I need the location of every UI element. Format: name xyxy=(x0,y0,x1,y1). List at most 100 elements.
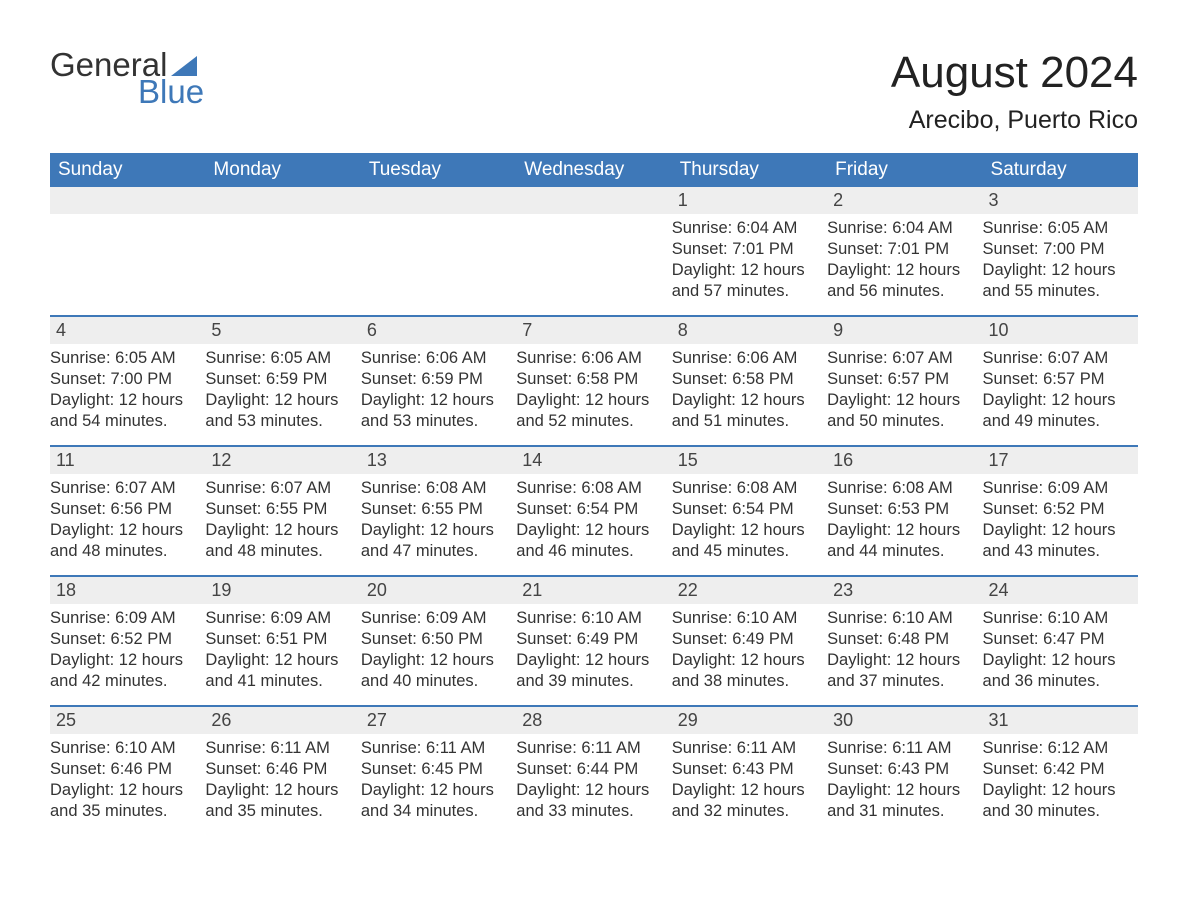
sunrise-line: Sunrise: 6:06 AM xyxy=(361,348,504,369)
sunrise-line: Sunrise: 6:06 AM xyxy=(672,348,815,369)
sunrise-line: Sunrise: 6:10 AM xyxy=(672,608,815,629)
logo-triangle-icon xyxy=(171,48,197,68)
dow-cell: Friday xyxy=(827,153,982,187)
day-body: Sunrise: 6:11 AMSunset: 6:44 PMDaylight:… xyxy=(516,738,665,822)
daylight-line: Daylight: 12 hours and 47 minutes. xyxy=(361,520,504,562)
sunrise-line: Sunrise: 6:11 AM xyxy=(205,738,348,759)
sunset-line: Sunset: 6:46 PM xyxy=(205,759,348,780)
day-cell: 9Sunrise: 6:07 AMSunset: 6:57 PMDaylight… xyxy=(827,317,982,445)
day-body: Sunrise: 6:11 AMSunset: 6:43 PMDaylight:… xyxy=(672,738,821,822)
day-number: 10 xyxy=(983,317,1138,344)
day-number: 27 xyxy=(361,707,516,734)
day-body: Sunrise: 6:10 AMSunset: 6:49 PMDaylight:… xyxy=(672,608,821,692)
day-cell: 10 Sunrise: 6:07 AMSunset: 6:57 PMDayligh… xyxy=(983,317,1138,445)
day-cell: 12 Sunrise: 6:07 AMSunset: 6:55 PMDayligh… xyxy=(205,447,360,575)
sunset-line: Sunset: 6:48 PM xyxy=(827,629,970,650)
day-body: Sunrise: 6:08 AMSunset: 6:55 PMDaylight:… xyxy=(361,478,510,562)
days-of-week-header: SundayMondayTuesdayWednesdayThursdayFrid… xyxy=(50,153,1138,187)
daylight-line: Daylight: 12 hours and 49 minutes. xyxy=(983,390,1126,432)
daylight-line: Daylight: 12 hours and 48 minutes. xyxy=(50,520,193,562)
day-body: Sunrise: 6:05 AMSunset: 7:00 PMDaylight:… xyxy=(983,218,1132,302)
day-cell: 1Sunrise: 6:04 AMSunset: 7:01 PMDaylight… xyxy=(672,187,827,315)
day-body: Sunrise: 6:11 AMSunset: 6:46 PMDaylight:… xyxy=(205,738,354,822)
day-body: Sunrise: 6:04 AMSunset: 7:01 PMDaylight:… xyxy=(672,218,821,302)
day-number: 20 xyxy=(361,577,516,604)
day-body: Sunrise: 6:09 AMSunset: 6:51 PMDaylight:… xyxy=(205,608,354,692)
day-number xyxy=(516,187,671,214)
day-number: 24 xyxy=(983,577,1138,604)
day-body: Sunrise: 6:07 AMSunset: 6:55 PMDaylight:… xyxy=(205,478,354,562)
sunrise-line: Sunrise: 6:05 AM xyxy=(983,218,1126,239)
sunset-line: Sunset: 6:44 PM xyxy=(516,759,659,780)
sunset-line: Sunset: 6:43 PM xyxy=(672,759,815,780)
sunrise-line: Sunrise: 6:09 AM xyxy=(983,478,1126,499)
day-number: 7 xyxy=(516,317,671,344)
dow-cell: Monday xyxy=(205,153,360,187)
sunset-line: Sunset: 6:46 PM xyxy=(50,759,193,780)
daylight-line: Daylight: 12 hours and 35 minutes. xyxy=(205,780,348,822)
daylight-line: Daylight: 12 hours and 56 minutes. xyxy=(827,260,970,302)
sunrise-line: Sunrise: 6:11 AM xyxy=(672,738,815,759)
sunset-line: Sunset: 7:01 PM xyxy=(672,239,815,260)
daylight-line: Daylight: 12 hours and 57 minutes. xyxy=(672,260,815,302)
sunrise-line: Sunrise: 6:07 AM xyxy=(983,348,1126,369)
day-number: 12 xyxy=(205,447,360,474)
day-body: Sunrise: 6:08 AMSunset: 6:53 PMDaylight:… xyxy=(827,478,976,562)
day-cell: 31Sunrise: 6:12 AMSunset: 6:42 PMDayligh… xyxy=(983,707,1138,835)
day-cell: 22 Sunrise: 6:10 AMSunset: 6:49 PMDayligh… xyxy=(672,577,827,705)
sunset-line: Sunset: 6:49 PM xyxy=(516,629,659,650)
sunset-line: Sunset: 6:56 PM xyxy=(50,499,193,520)
daylight-line: Daylight: 12 hours and 55 minutes. xyxy=(983,260,1126,302)
day-cell: 15Sunrise: 6:08 AMSunset: 6:54 PMDayligh… xyxy=(672,447,827,575)
sunset-line: Sunset: 6:59 PM xyxy=(205,369,348,390)
day-body: Sunrise: 6:08 AMSunset: 6:54 PMDaylight:… xyxy=(516,478,665,562)
sunset-line: Sunset: 6:58 PM xyxy=(672,369,815,390)
day-number: 22 xyxy=(672,577,827,604)
sunrise-line: Sunrise: 6:11 AM xyxy=(361,738,504,759)
daylight-line: Daylight: 12 hours and 54 minutes. xyxy=(50,390,193,432)
day-body: Sunrise: 6:10 AMSunset: 6:46 PMDaylight:… xyxy=(50,738,199,822)
day-number: 3 xyxy=(983,187,1138,214)
day-body: Sunrise: 6:06 AMSunset: 6:59 PMDaylight:… xyxy=(361,348,510,432)
day-cell: 5Sunrise: 6:05 AMSunset: 6:59 PMDaylight… xyxy=(205,317,360,445)
dow-cell: Thursday xyxy=(672,153,827,187)
sunset-line: Sunset: 6:55 PM xyxy=(205,499,348,520)
day-number xyxy=(205,187,360,214)
day-number: 18 xyxy=(50,577,205,604)
day-body: Sunrise: 6:07 AMSunset: 6:57 PMDaylight:… xyxy=(983,348,1132,432)
sunrise-line: Sunrise: 6:06 AM xyxy=(516,348,659,369)
week-row: 18Sunrise: 6:09 AMSunset: 6:52 PMDayligh… xyxy=(50,575,1138,705)
day-body: Sunrise: 6:07 AMSunset: 6:57 PMDaylight:… xyxy=(827,348,976,432)
daylight-line: Daylight: 12 hours and 32 minutes. xyxy=(672,780,815,822)
sunrise-line: Sunrise: 6:07 AM xyxy=(205,478,348,499)
calendar: SundayMondayTuesdayWednesdayThursdayFrid… xyxy=(50,153,1138,835)
location-subtitle: Arecibo, Puerto Rico xyxy=(891,106,1138,135)
sunrise-line: Sunrise: 6:11 AM xyxy=(827,738,970,759)
day-cell: 30Sunrise: 6:11 AMSunset: 6:43 PMDayligh… xyxy=(827,707,982,835)
daylight-line: Daylight: 12 hours and 42 minutes. xyxy=(50,650,193,692)
dow-cell: Saturday xyxy=(983,153,1138,187)
daylight-line: Daylight: 12 hours and 46 minutes. xyxy=(516,520,659,562)
sunset-line: Sunset: 7:00 PM xyxy=(983,239,1126,260)
day-cell: 13Sunrise: 6:08 AMSunset: 6:55 PMDayligh… xyxy=(361,447,516,575)
title-block: August 2024 Arecibo, Puerto Rico xyxy=(891,48,1138,135)
sunrise-line: Sunrise: 6:09 AM xyxy=(361,608,504,629)
daylight-line: Daylight: 12 hours and 45 minutes. xyxy=(672,520,815,562)
logo: General Blue xyxy=(50,48,204,108)
daylight-line: Daylight: 12 hours and 34 minutes. xyxy=(361,780,504,822)
day-number: 5 xyxy=(205,317,360,344)
sunrise-line: Sunrise: 6:09 AM xyxy=(205,608,348,629)
day-number: 25 xyxy=(50,707,205,734)
daylight-line: Daylight: 12 hours and 43 minutes. xyxy=(983,520,1126,562)
sunset-line: Sunset: 6:49 PM xyxy=(672,629,815,650)
sunrise-line: Sunrise: 6:07 AM xyxy=(827,348,970,369)
day-cell: 8Sunrise: 6:06 AMSunset: 6:58 PMDaylight… xyxy=(672,317,827,445)
week-row: 4Sunrise: 6:05 AMSunset: 7:00 PMDaylight… xyxy=(50,315,1138,445)
sunset-line: Sunset: 6:53 PM xyxy=(827,499,970,520)
sunset-line: Sunset: 7:01 PM xyxy=(827,239,970,260)
sunrise-line: Sunrise: 6:10 AM xyxy=(827,608,970,629)
day-body: Sunrise: 6:10 AMSunset: 6:49 PMDaylight:… xyxy=(516,608,665,692)
day-body: Sunrise: 6:10 AMSunset: 6:47 PMDaylight:… xyxy=(983,608,1132,692)
header-row: General Blue August 2024 Arecibo, Puerto… xyxy=(50,48,1138,135)
sunrise-line: Sunrise: 6:10 AM xyxy=(50,738,193,759)
